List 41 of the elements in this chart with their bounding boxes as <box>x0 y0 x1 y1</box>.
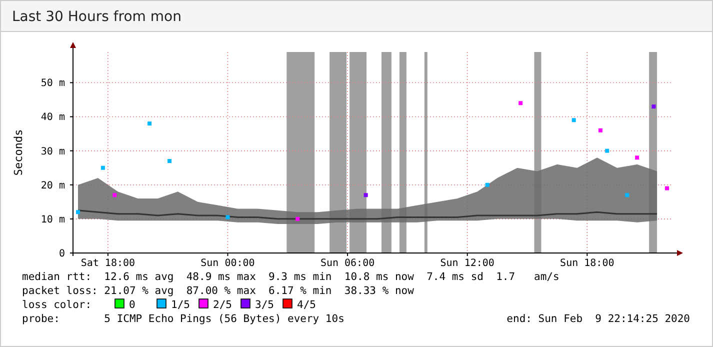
x-tick-label: Sun 00:00 <box>200 258 255 269</box>
text: end: Sun Feb 9 22:14:25 2020 <box>506 313 690 325</box>
point <box>112 193 117 198</box>
x-tick-label: Sun 12:00 <box>440 258 494 269</box>
point <box>665 186 670 190</box>
point <box>652 104 656 109</box>
y-axis-title: Seconds <box>12 129 25 176</box>
point <box>76 210 80 214</box>
y-tick-label: 0 <box>58 248 65 260</box>
point <box>605 148 610 153</box>
point <box>226 215 230 220</box>
text: packet loss: 21.07 % avg 87.00 % max 6.17 % min 38.33 % now <box>22 285 415 297</box>
point <box>518 101 523 106</box>
y-tick-label: 40 m <box>40 112 65 124</box>
point <box>572 118 576 122</box>
x-tick-label: Sun 06:00 <box>320 258 375 269</box>
point <box>296 216 300 221</box>
point <box>100 166 105 170</box>
y-tick-label: 50 m <box>40 78 65 90</box>
legend-label: 4/5 <box>297 299 316 311</box>
y-tick-label: 10 m <box>40 214 65 226</box>
legend-label: 0 <box>129 299 136 311</box>
point <box>168 159 172 164</box>
y-tick-label: 20 m <box>40 180 65 192</box>
chart-title: Last 30 Hours from mon <box>12 9 182 25</box>
point <box>364 193 368 198</box>
legend-label: 2/5 <box>213 299 232 311</box>
x-tick-label: Sat 18:00 <box>80 258 136 269</box>
point <box>598 128 602 132</box>
text: probe: 5 ICMP Echo Pings (56 Bytes) every 10s <box>22 313 344 325</box>
point <box>485 182 490 187</box>
legend-label: 3/5 <box>255 299 274 311</box>
line-series <box>77 210 658 220</box>
point <box>635 156 640 160</box>
legend-label: 1/5 <box>171 299 190 311</box>
point <box>625 193 630 198</box>
point <box>148 122 152 126</box>
y-tick-label: 30 m <box>40 146 65 158</box>
text: median rtt: 12.6 ms avg 48.9 ms max 9.3 ms min 10.8 ms now 7.4 ms sd 1.7 am/s <box>22 271 560 283</box>
x-tick-label: Sun 18:00 <box>560 258 614 269</box>
legend-title: loss color: <box>22 299 92 311</box>
